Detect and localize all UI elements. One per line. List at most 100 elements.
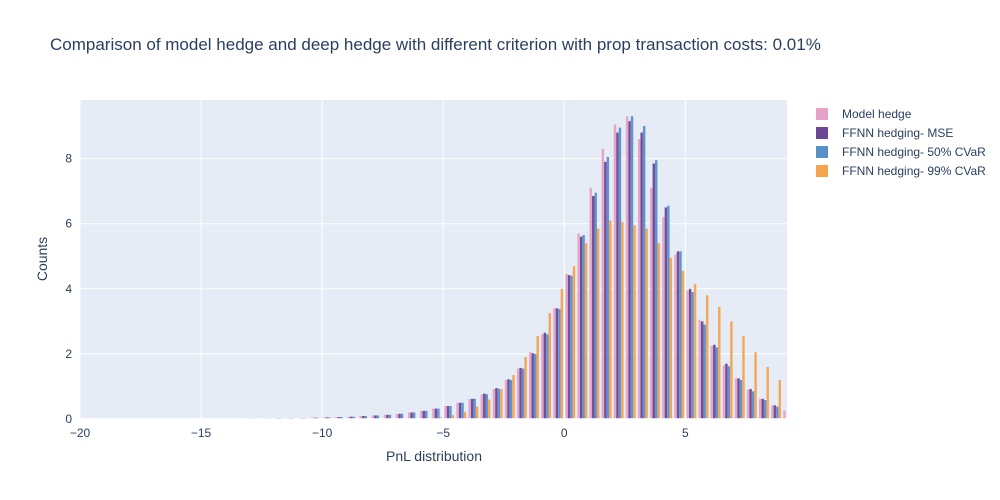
histogram-bar [529,352,532,419]
histogram-bar [495,388,498,419]
histogram-bar [705,295,709,419]
x-tick-label: −10 [312,426,333,440]
histogram-bar [553,308,556,419]
histogram-bar [364,416,367,419]
histogram-bar [386,414,389,419]
histogram-bar [388,414,392,419]
histogram-bar [698,319,701,419]
legend-swatch[interactable] [816,108,828,120]
histogram-bar [524,357,527,419]
histogram-bar [589,187,592,419]
legend-label[interactable]: FFNN hedging- 99% CVaR [842,164,986,178]
histogram-bar [640,132,643,420]
histogram-bar [546,334,549,419]
histogram-bar [560,288,564,419]
histogram-bar [451,415,455,419]
histogram-bar [504,379,508,419]
histogram-bar [601,148,605,419]
legend[interactable]: Model hedge FFNN hedging- MSE FFNN hedging… [816,107,986,178]
histogram-bar [422,410,425,419]
histogram-bar [754,352,757,419]
histogram-bar [516,368,520,419]
y-tick-label: 8 [65,152,72,166]
legend-label[interactable]: FFNN hedging- 50% CVaR [842,145,986,159]
histogram-bar [609,220,612,419]
histogram-bar [473,398,476,419]
legend-label[interactable]: FFNN hedging- MSE [842,126,953,140]
histogram-bar [618,127,622,420]
histogram-bar [480,394,484,419]
histogram-bar [347,416,350,419]
histogram-bar [633,225,636,419]
histogram-bar [533,353,537,419]
histogram-bar [470,398,474,419]
histogram-bar [691,292,694,419]
histogram-bar [483,393,486,419]
histogram-bar [650,187,653,419]
histogram-bar [337,417,341,419]
histogram-bar [398,413,401,419]
histogram-bar [323,417,326,419]
histogram-bar [434,408,438,419]
y-tick-label: 4 [65,282,72,296]
histogram-bar [628,121,631,419]
histogram-bar [376,415,380,419]
histogram-bar [657,243,660,419]
legend-label[interactable]: Model hedge [842,107,912,121]
histogram-bar [352,416,355,419]
histogram-bar [715,347,718,419]
histogram-bar [572,266,576,419]
histogram-bar [500,389,503,419]
histogram-bar [565,274,568,419]
histogram-bar [669,257,673,419]
x-axis-title: PnL distribution [386,448,482,464]
histogram-bar [362,416,365,419]
histogram-bar [567,275,571,419]
histogram-bar [407,412,411,419]
histogram-bar [383,414,387,419]
histogram-bar [570,275,573,419]
histogram-bar [664,207,668,419]
histogram-bar [737,378,740,419]
histogram-bar [449,405,452,419]
histogram-bar [412,412,416,419]
histogram-bar [751,391,755,419]
histogram-bar [558,308,561,419]
histogram-bar [463,411,467,419]
histogram-bar [555,308,559,419]
histogram-bar [446,405,450,419]
histogram-bar [579,236,583,419]
histogram-bar [594,192,597,419]
histogram-bar [461,402,464,419]
histogram-bar [764,400,767,419]
histogram-bar [340,417,343,419]
histogram-bar [509,379,513,419]
histogram-bar [766,366,769,419]
histogram-bar [771,405,774,419]
histogram-bar [420,410,423,419]
legend-swatch[interactable] [816,146,828,158]
histogram-bar [395,413,399,419]
histogram-bar [688,288,692,419]
x-tick-label: −15 [191,426,212,440]
histogram-bar [674,254,677,419]
histogram-bar [746,389,750,419]
legend-swatch[interactable] [816,165,828,177]
histogram-bar [371,415,375,419]
histogram-bar [739,379,743,419]
histogram-bar [742,335,745,419]
histogram-bar [584,243,588,419]
x-tick-label: −20 [70,426,91,440]
histogram-bar [730,321,733,419]
histogram-bar [778,379,782,419]
histogram-bar [604,161,607,419]
histogram-bar [667,205,670,419]
legend-swatch[interactable] [816,127,828,139]
histogram-bar [662,217,665,419]
histogram-bar [521,368,525,419]
histogram-bar [374,415,377,419]
histogram-bar [625,116,629,419]
y-tick-label: 2 [65,347,72,361]
histogram-bar [606,156,610,419]
histogram-bar [456,402,459,419]
